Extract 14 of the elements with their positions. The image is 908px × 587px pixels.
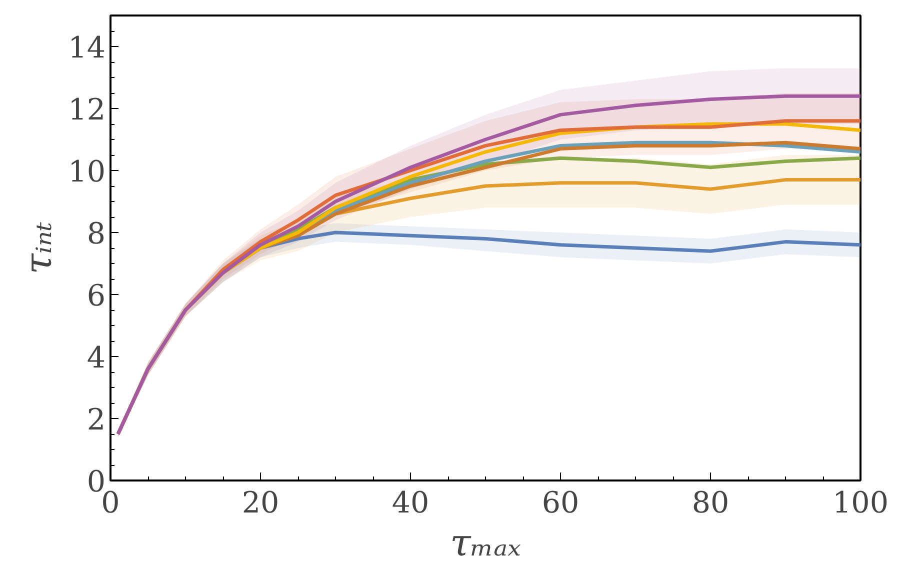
x-tick-label: 20	[242, 486, 280, 520]
y-tick-label: 2	[86, 402, 106, 436]
x-tick-label: 60	[542, 486, 580, 520]
x-axis-title: τₘₐₓ	[450, 520, 521, 564]
x-tick-label: 80	[692, 486, 730, 520]
y-tick-label: 14	[68, 30, 106, 64]
y-axis-title: τᵢₙₜ	[16, 222, 60, 274]
y-tick-label: 12	[68, 92, 106, 126]
y-tick-label: 8	[86, 216, 106, 250]
x-tick-label: 40	[392, 486, 430, 520]
x-tick-label: 100	[832, 486, 888, 520]
y-tick-label: 6	[86, 278, 106, 312]
y-tick-label: 10	[68, 154, 106, 188]
y-tick-label: 4	[86, 340, 106, 374]
